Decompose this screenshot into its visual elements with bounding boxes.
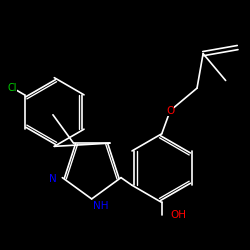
Text: O: O [166, 106, 174, 116]
Text: OH: OH [170, 210, 186, 220]
Text: NH: NH [93, 201, 108, 211]
Text: Cl: Cl [8, 83, 17, 93]
Text: N: N [49, 174, 56, 184]
